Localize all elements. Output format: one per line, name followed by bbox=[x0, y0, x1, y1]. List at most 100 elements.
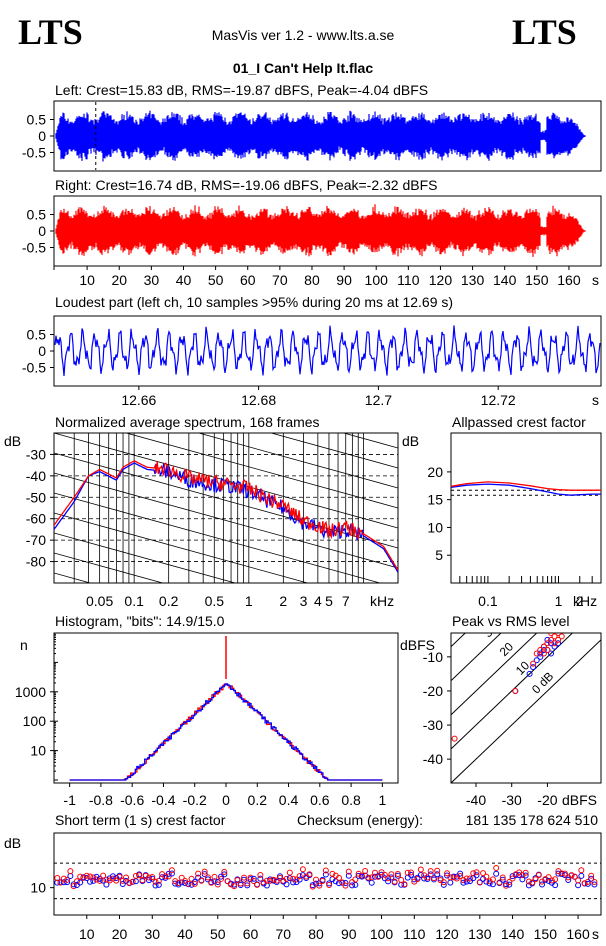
spectrum-ytick-label: -70 bbox=[26, 532, 46, 548]
histogram-xtick-label: -0.6 bbox=[120, 792, 144, 808]
short-term-point-right bbox=[588, 872, 595, 879]
short-term-point-right bbox=[529, 879, 536, 886]
short-term-xtick-label: 100 bbox=[370, 926, 394, 942]
short-term-point-right bbox=[283, 875, 290, 882]
short-term-point-right bbox=[503, 882, 510, 889]
short-term-point-right bbox=[254, 881, 261, 888]
histogram-xtick-label: -0.8 bbox=[89, 792, 113, 808]
crest-diagonal-label: 30 bbox=[481, 621, 501, 641]
short-term-point-left bbox=[332, 878, 339, 885]
short-term-point-right bbox=[123, 874, 130, 881]
short-term-point-right bbox=[54, 875, 61, 882]
short-term-point-right bbox=[561, 870, 568, 877]
short-term-point-left bbox=[155, 881, 162, 888]
short-term-point-right bbox=[483, 873, 490, 880]
short-term-point-right bbox=[306, 871, 313, 878]
histogram-xtick-label: 0.4 bbox=[279, 792, 299, 808]
right-waveform-signal bbox=[55, 204, 586, 257]
short-term-point-left bbox=[290, 879, 297, 886]
short-term-point-right bbox=[139, 877, 146, 884]
short-term-point-right bbox=[319, 878, 326, 885]
short-term-point-right bbox=[152, 878, 159, 885]
short-term-point-right bbox=[116, 873, 123, 880]
short-term-point-right bbox=[326, 881, 333, 888]
right-title: Right: Crest=16.74 dB, RMS=-19.06 dBFS, … bbox=[55, 177, 437, 193]
short-term-point-right bbox=[106, 877, 113, 884]
short-term-point-left bbox=[552, 882, 559, 889]
short-term-point-right bbox=[280, 877, 287, 884]
short-term-point-left bbox=[96, 875, 103, 882]
peak-rms-point-left bbox=[533, 657, 540, 664]
peak-rms-point-left bbox=[555, 640, 562, 647]
crest-diagonal-label: 20 bbox=[497, 639, 517, 659]
short-term-point-left bbox=[240, 876, 247, 883]
short-term-point-left bbox=[463, 878, 470, 885]
short-term-point-left bbox=[182, 879, 189, 886]
histogram-y-unit: n bbox=[20, 637, 28, 653]
short-term-xtick-label: 80 bbox=[308, 926, 324, 942]
short-term-point-right bbox=[509, 875, 516, 882]
loudest-xtick-label: 12.66 bbox=[121, 392, 156, 408]
crest-xtick-label: 1 bbox=[555, 593, 563, 609]
short-term-point-right bbox=[257, 871, 264, 878]
crest-factor-title: Allpassed crest factor bbox=[452, 414, 586, 430]
lts-logo-right: LTS bbox=[512, 12, 577, 52]
short-term-point-right bbox=[77, 873, 84, 880]
short-term-point-left bbox=[371, 873, 378, 880]
spectrum-xtick-label: 4 bbox=[314, 593, 322, 609]
short-term-point-left bbox=[516, 872, 523, 879]
short-term-point-left bbox=[322, 871, 329, 878]
short-term-point-right bbox=[388, 871, 395, 878]
peak-rms-ytick-label: -20 bbox=[423, 683, 443, 699]
short-term-point-right bbox=[244, 880, 251, 887]
short-term-point-right bbox=[182, 877, 189, 884]
crest-ytick-label: 20 bbox=[427, 464, 443, 480]
short-term-point-left bbox=[473, 872, 480, 879]
short-term-point-left bbox=[345, 872, 352, 879]
right-waveform-ytick-label: -0.5 bbox=[22, 240, 46, 256]
short-term-point-right bbox=[129, 878, 136, 885]
spectrum-ytick-label: -50 bbox=[26, 489, 46, 505]
short-term-point-right bbox=[352, 876, 359, 883]
crest-ytick-label: 5 bbox=[435, 547, 443, 563]
short-term-point-right bbox=[365, 874, 372, 881]
short-term-point-right bbox=[512, 871, 519, 878]
crest-xtick-label: 0.1 bbox=[478, 593, 498, 609]
short-term-point-left bbox=[493, 870, 500, 877]
crest-factor-frame bbox=[450, 432, 602, 584]
short-term-point-right bbox=[545, 874, 552, 881]
time-axis-label: 100 bbox=[365, 272, 389, 288]
short-term-point-right bbox=[293, 876, 300, 883]
spectrum-slope-line bbox=[54, 472, 398, 569]
histogram-ytick-label: 10 bbox=[30, 743, 46, 759]
peak-rms-ytick-label: -30 bbox=[423, 717, 443, 733]
crest-x-unit: kHz bbox=[573, 593, 597, 609]
short-term-point-left bbox=[87, 878, 94, 885]
short-term-point-right bbox=[73, 878, 80, 885]
short-term-xtick-label: 40 bbox=[177, 926, 193, 942]
short-term-point-right bbox=[489, 876, 496, 883]
short-term-point-right bbox=[591, 879, 598, 886]
short-term-point-right bbox=[126, 879, 133, 886]
short-term-point-left bbox=[201, 871, 208, 878]
short-term-point-left bbox=[427, 871, 434, 878]
peak-rms-point-right bbox=[540, 643, 547, 650]
short-term-point-left bbox=[499, 876, 506, 883]
short-term-point-left bbox=[555, 870, 562, 877]
histogram-xtick-label: 0.2 bbox=[248, 792, 268, 808]
histogram-ytick-label: 100 bbox=[23, 713, 47, 729]
short-term-point-left bbox=[221, 871, 228, 878]
short-term-point-right bbox=[188, 875, 195, 882]
short-term-point-right bbox=[535, 872, 542, 879]
short-term-point-right bbox=[548, 877, 555, 884]
short-term-point-left bbox=[90, 877, 97, 884]
short-term-point-left bbox=[296, 876, 303, 883]
peak-rms-point-left bbox=[548, 650, 554, 657]
peak-rms-y-unit: dBFS bbox=[400, 637, 435, 653]
app-title: MasVis ver 1.2 - www.lts.a.se bbox=[212, 27, 395, 43]
short-term-point-left bbox=[489, 881, 496, 888]
spectrum-slope-line bbox=[197, 433, 398, 489]
short-term-xtick-label: 60 bbox=[243, 926, 259, 942]
histogram-right-line bbox=[69, 683, 383, 781]
